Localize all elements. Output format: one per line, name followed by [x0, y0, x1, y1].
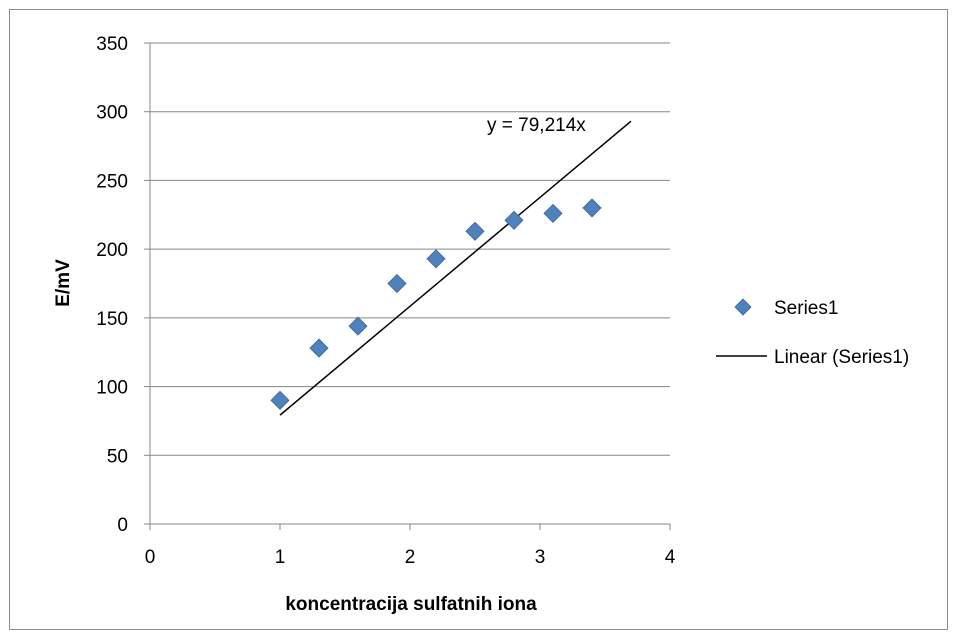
y-tick-label: 0 [117, 515, 128, 536]
axes [144, 42, 671, 530]
data-point [426, 249, 446, 269]
data-point [309, 338, 329, 358]
y-tick-label: 100 [96, 378, 128, 399]
data-point [504, 210, 524, 230]
y-tick-labels: 0 50 100 150 200 250 300 350 [96, 34, 128, 536]
data-point [582, 198, 602, 218]
data-point [543, 203, 563, 223]
trendline [279, 120, 632, 416]
legend-label-trendline: Linear (Series1) [774, 347, 909, 368]
grid-lines [150, 42, 670, 456]
x-tick-labels: 0 1 2 3 4 [145, 547, 676, 568]
trendline-equation: y = 79,214x [487, 115, 586, 136]
x-tick-label: 1 [275, 547, 286, 568]
legend: Series1 Linear (Series1) [716, 298, 909, 368]
y-tick-label: 150 [96, 309, 128, 330]
y-tick-label: 300 [96, 103, 128, 124]
data-points [270, 198, 602, 410]
chart-frame [9, 9, 948, 630]
x-tick-label: 4 [665, 547, 676, 568]
data-point [387, 273, 407, 294]
data-point [465, 221, 485, 241]
y-tick-label: 50 [107, 446, 128, 467]
x-axis-title: koncentracija sulfatnih iona [285, 594, 537, 615]
x-tick-label: 0 [145, 547, 156, 568]
legend-marker-series1 [734, 298, 752, 316]
y-tick-label: 250 [96, 171, 128, 192]
y-tick-label: 350 [96, 34, 128, 55]
data-point [270, 390, 290, 410]
x-tick-label: 3 [535, 547, 546, 568]
y-tick-label: 200 [96, 240, 128, 261]
legend-label-series1: Series1 [774, 298, 838, 319]
x-tick-label: 2 [405, 547, 416, 568]
data-point [348, 316, 368, 336]
trendline-group [279, 120, 632, 416]
y-axis-title: E/mV [53, 259, 74, 307]
